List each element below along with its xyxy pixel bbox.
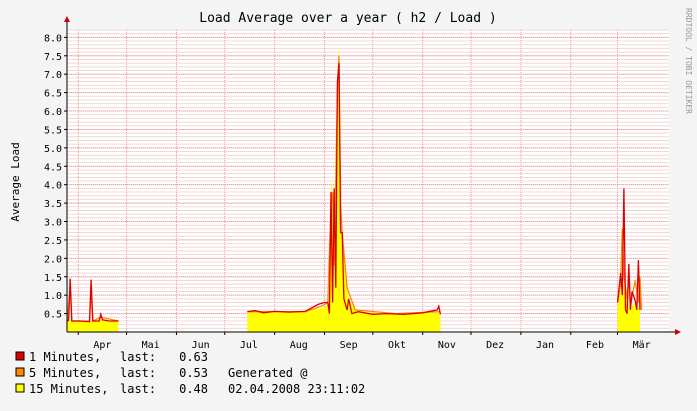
x-tick-label: Jan	[536, 340, 554, 351]
series-area-15min	[617, 284, 640, 332]
x-tick-label: Nov	[438, 340, 456, 351]
y-tick-label: 6.0	[44, 107, 62, 118]
legend-name-m15: 15 Minutes,	[29, 382, 108, 396]
legend-swatch-m1	[15, 351, 25, 361]
y-tick-label: 5.0	[44, 144, 62, 155]
series-line-1min	[66, 278, 119, 323]
legend-swatch-m5	[15, 367, 25, 377]
y-tick-label: 7.0	[44, 70, 62, 81]
watermark: RRDTOOL / TOBI OETIKER	[684, 8, 693, 114]
y-tick-label: 2.5	[44, 236, 62, 247]
y-tick-label: 1.0	[44, 291, 62, 302]
generated-timestamp: 02.04.2008 23:11:02	[228, 382, 365, 396]
x-tick-label: Jul	[240, 340, 258, 351]
legend-last-label: last:	[120, 366, 156, 380]
x-tick-label: Apr	[93, 340, 111, 351]
generated-label: Generated @	[228, 366, 307, 380]
x-axis-arrow	[675, 329, 681, 335]
x-tick-label: Jun	[192, 340, 210, 351]
y-tick-label: 4.0	[44, 181, 62, 192]
legend-name-m1: 1 Minutes,	[29, 350, 101, 364]
legend-name-m5: 5 Minutes,	[29, 366, 101, 380]
legend-last-label: last:	[120, 382, 156, 396]
x-tick-label: Feb	[586, 340, 604, 351]
series-layer	[66, 44, 643, 332]
chart-title: Load Average over a year ( h2 / Load )	[199, 11, 496, 26]
y-tick-label: 7.5	[44, 52, 62, 63]
series-area-15min	[67, 319, 119, 332]
y-tick-label: 5.5	[44, 125, 62, 136]
y-tick-label: 2.0	[44, 254, 62, 265]
y-tick-label: 4.5	[44, 162, 62, 173]
y-axis-label: Average Load	[9, 142, 22, 221]
y-tick-label: 3.5	[44, 199, 62, 210]
y-tick-label: 8.0	[44, 33, 62, 44]
legend-last-value-m15: 0.48	[179, 382, 208, 396]
y-tick-label: 1.5	[44, 273, 62, 284]
x-tick-label: Dez	[486, 340, 504, 351]
y-tick-label: 3.0	[44, 218, 62, 229]
legend-last-label: last:	[120, 350, 156, 364]
legend: 1 Minutes, last: 0.63 5 Minutes, last: 0.53 Ge…	[15, 350, 365, 396]
x-tick-label: Mär	[633, 340, 651, 351]
x-tick-label: Mai	[142, 340, 160, 351]
series-line-1min	[247, 63, 442, 315]
y-tick-label: 0.5	[44, 310, 62, 321]
series-line-1min	[616, 188, 641, 314]
y-tick-label: 6.5	[44, 89, 62, 100]
legend-swatch-m15	[15, 383, 25, 393]
y-axis-arrow	[64, 16, 70, 22]
legend-last-value-m5: 0.53	[179, 366, 208, 380]
x-tick-label: Aug	[290, 340, 308, 351]
x-tick-label: Sep	[340, 340, 358, 351]
x-tick-label: Okt	[388, 340, 406, 351]
grid	[67, 29, 669, 332]
axes: 0.5 1.0 1.5 2.0 2.5 3.0 3.5 4.0 4.5 5.0 5.5 6.0 6.5 7…	[44, 16, 681, 351]
legend-last-value-m1: 0.63	[179, 350, 208, 364]
